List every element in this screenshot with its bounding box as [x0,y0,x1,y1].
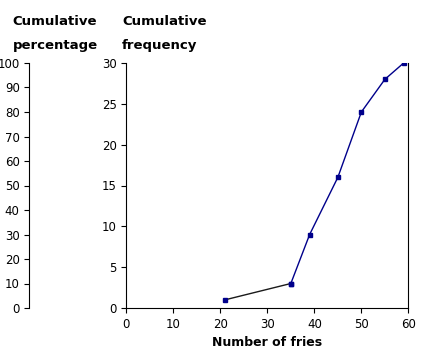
Text: Cumulative: Cumulative [122,15,207,28]
Text: frequency: frequency [122,40,197,52]
X-axis label: Number of fries: Number of fries [212,336,322,349]
Text: percentage: percentage [13,40,98,52]
Text: Cumulative: Cumulative [13,15,97,28]
